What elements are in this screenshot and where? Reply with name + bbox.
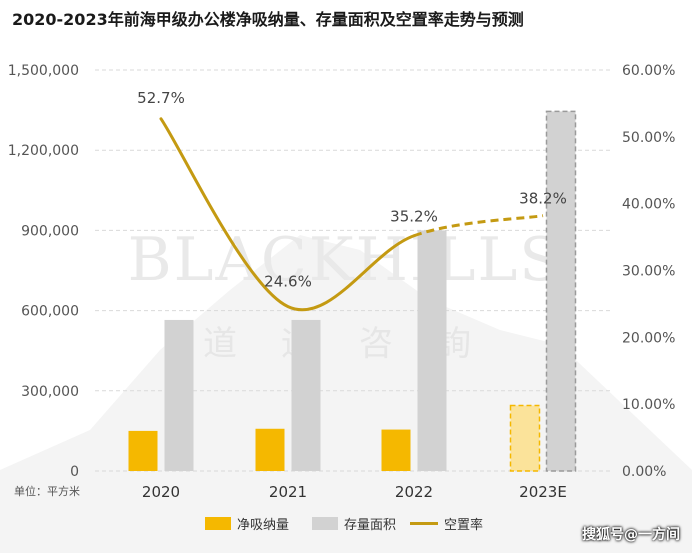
y-right-tick-label: 0.00% <box>622 464 666 480</box>
axes: 0 300,000 600,000 900,000 1,200,000 1,500,000… <box>8 63 676 501</box>
legend-label-net-absorption: 净吸纳量 <box>237 518 290 533</box>
y-right-tick-label: 10.00% <box>622 397 675 413</box>
y-left-tick-label: 1,500,000 <box>8 63 79 79</box>
bar-net-absorption <box>255 428 285 471</box>
data-labels: 52.7% 24.6% 35.2% 38.2% <box>137 89 567 291</box>
bar-net-absorption <box>509 404 541 472</box>
x-tick-label: 2021 <box>269 483 307 501</box>
y-left-tick-label: 1,200,000 <box>8 143 79 159</box>
vacancy-line-forecast <box>413 214 544 238</box>
y-right-tick-label: 30.00% <box>622 264 675 280</box>
watermark-background: BLACKHILLS道远咨詢 <box>0 225 692 553</box>
watermark-char: 咨 <box>359 324 393 364</box>
y-right-tick-label: 50.00% <box>622 130 675 146</box>
bar-net-absorption <box>128 430 158 471</box>
y-left-tick-label: 600,000 <box>21 304 79 320</box>
legend: 净吸纳量 存量面积 空置率 <box>0 510 692 536</box>
vacancy-data-label: 38.2% <box>519 190 567 208</box>
watermark-mountain <box>0 235 692 553</box>
y-left-tick-label: 300,000 <box>21 384 79 400</box>
unit-note: 单位：平方米 <box>14 485 80 498</box>
vacancy-data-label: 52.7% <box>137 89 185 107</box>
legend-swatch-net-absorption <box>205 517 231 530</box>
y-left-tick-label: 0 <box>70 464 79 480</box>
x-tick-label: 2020 <box>142 483 180 501</box>
vacancy-data-label: 24.6% <box>264 273 312 291</box>
x-tick-label: 2023E <box>519 483 567 501</box>
legend-swatch-stock <box>312 517 338 530</box>
y-right-tick-label: 60.00% <box>622 63 675 79</box>
y-right-tick-label: 20.00% <box>622 330 675 346</box>
vacancy-data-label: 35.2% <box>390 208 438 226</box>
watermark-brand: BLACKHILLS <box>128 225 563 295</box>
chart-title: 2020-2023年前海甲级办公楼净吸纳量、存量面积及空置率走势与预测 <box>12 10 524 29</box>
bar-stock <box>417 230 447 471</box>
bars <box>128 110 577 472</box>
legend-label-vacancy: 空置率 <box>444 518 484 533</box>
bar-stock <box>164 319 194 471</box>
source-credit: 搜狐号@一方间 <box>582 527 680 543</box>
bar-net-absorption <box>381 429 411 471</box>
y-left-tick-label: 900,000 <box>21 223 79 239</box>
vacancy-line <box>159 117 544 312</box>
legend-label-stock: 存量面积 <box>344 518 397 533</box>
vacancy-line-actual <box>159 117 416 312</box>
y-right-tick-label: 40.00% <box>622 197 675 213</box>
watermark-char: 道 <box>203 324 237 364</box>
bar-stock <box>291 319 321 471</box>
legend-swatch-vacancy <box>410 522 438 525</box>
x-tick-label: 2022 <box>395 483 433 501</box>
bar-stock <box>545 110 577 472</box>
